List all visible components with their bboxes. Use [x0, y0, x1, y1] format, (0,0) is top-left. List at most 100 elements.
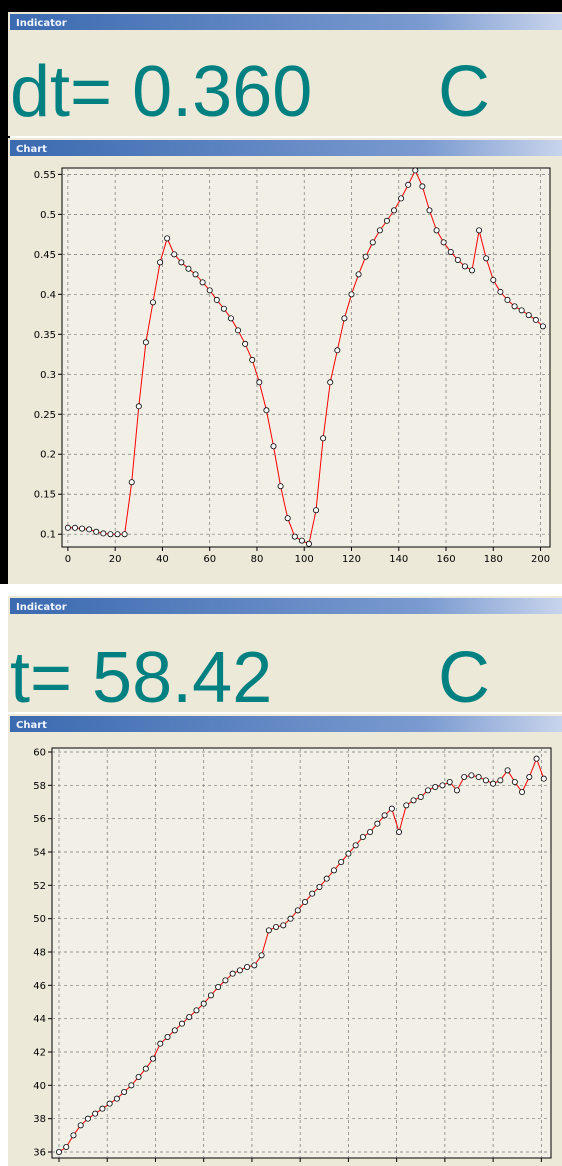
data-point — [532, 316, 539, 323]
y-tick-label: 0.55 — [34, 170, 56, 181]
x-tick-label: 160 — [436, 554, 455, 565]
data-point — [227, 315, 234, 322]
y-tick-label: 0.5 — [40, 210, 56, 221]
x-tick-label: 100 — [295, 554, 314, 565]
data-point — [305, 540, 312, 547]
y-tick-label: 36 — [33, 1148, 46, 1159]
data-point — [280, 922, 287, 929]
data-point — [447, 248, 454, 255]
data-point — [284, 515, 291, 522]
data-point — [518, 307, 525, 314]
data-point — [323, 875, 330, 882]
data-point — [476, 227, 483, 234]
data-point — [504, 767, 511, 774]
data-point — [55, 1149, 62, 1156]
data-point — [263, 407, 270, 414]
data-point — [461, 774, 468, 781]
title-bar — [10, 140, 562, 156]
data-point — [539, 323, 546, 330]
data-point — [164, 1034, 171, 1041]
data-point — [482, 777, 489, 784]
data-point — [396, 829, 403, 836]
data-point — [341, 315, 348, 322]
y-tick-label: 44 — [33, 1014, 46, 1025]
data-point — [327, 379, 334, 386]
y-tick-label: 54 — [33, 848, 46, 859]
title-bar — [10, 598, 562, 614]
data-point — [334, 347, 341, 354]
data-point — [192, 271, 199, 278]
data-point — [369, 239, 376, 246]
x-tick-label: 40 — [156, 554, 169, 565]
data-point — [220, 305, 227, 312]
data-point — [121, 531, 128, 538]
data-point — [410, 797, 417, 804]
title-bar — [10, 716, 562, 732]
y-tick-label: 42 — [33, 1048, 46, 1059]
data-point — [388, 805, 395, 812]
data-point — [121, 1089, 128, 1096]
plot-area — [51, 747, 552, 1159]
data-point — [84, 1115, 91, 1122]
x-tick-label: 20 — [109, 554, 122, 565]
data-point — [426, 207, 433, 214]
data-point — [338, 859, 345, 866]
data-point — [142, 339, 149, 346]
data-point — [149, 299, 156, 306]
data-point — [313, 507, 320, 514]
panel-title: Indicator — [16, 602, 67, 613]
data-point — [157, 1040, 164, 1047]
data-point — [469, 267, 476, 274]
data-point — [178, 1020, 185, 1027]
data-point — [244, 964, 251, 971]
data-point — [497, 777, 504, 784]
data-point — [86, 526, 93, 533]
data-point — [446, 779, 453, 786]
plot-area — [61, 167, 551, 548]
data-point — [419, 183, 426, 190]
panel-title: Chart — [16, 144, 47, 155]
data-point — [70, 1132, 77, 1139]
data-point — [403, 802, 410, 809]
data-point — [215, 984, 222, 991]
data-point — [309, 890, 316, 897]
data-point — [256, 379, 263, 386]
data-point — [504, 296, 511, 303]
data-point — [92, 1110, 99, 1117]
x-tick-label: 0 — [65, 554, 71, 565]
data-point — [383, 217, 390, 224]
data-point — [440, 239, 447, 246]
data-point — [99, 1105, 106, 1112]
data-point — [362, 253, 369, 260]
data-point — [200, 1000, 207, 1007]
data-point — [113, 1095, 120, 1102]
data-point — [251, 962, 258, 969]
data-point — [432, 784, 439, 791]
data-point — [367, 829, 374, 836]
data-point — [106, 1100, 113, 1107]
data-point — [298, 537, 305, 544]
data-point — [199, 279, 206, 286]
data-point — [330, 867, 337, 874]
y-tick-label: 0.15 — [34, 490, 56, 501]
data-point — [100, 530, 107, 537]
y-tick-label: 46 — [33, 981, 46, 992]
data-point — [511, 779, 518, 786]
data-point — [316, 884, 323, 891]
y-tick-label: 38 — [33, 1114, 46, 1125]
y-tick-label: 56 — [33, 814, 46, 825]
data-point — [352, 842, 359, 849]
data-point — [540, 775, 547, 782]
data-point — [193, 1007, 200, 1014]
data-point — [439, 782, 446, 789]
data-point — [348, 291, 355, 298]
data-point — [291, 533, 298, 540]
data-point — [461, 263, 468, 270]
data-point — [454, 256, 461, 263]
data-point — [374, 820, 381, 827]
data-point — [376, 227, 383, 234]
data-point — [475, 774, 482, 781]
indicator-panel — [8, 596, 562, 712]
data-point — [320, 435, 327, 442]
